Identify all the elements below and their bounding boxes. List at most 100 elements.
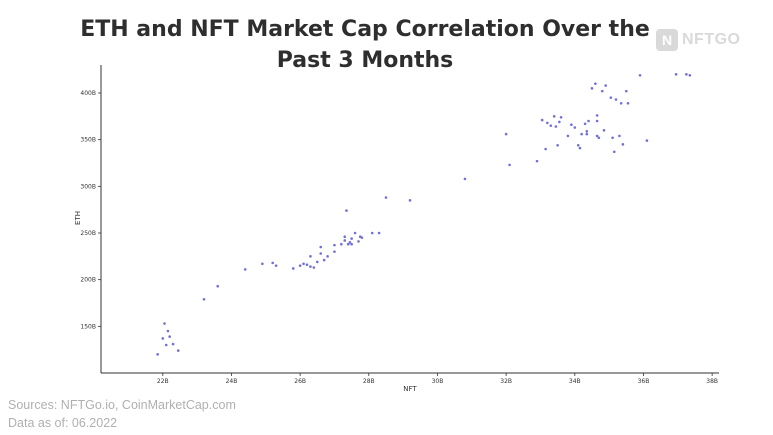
data-point: [384, 196, 388, 199]
data-point: [156, 353, 159, 356]
data-point: [604, 84, 607, 87]
x-tick-label: 30B: [432, 378, 444, 385]
data-point: [274, 264, 278, 267]
data-point: [319, 245, 323, 249]
data-point: [161, 337, 165, 340]
data-point: [357, 240, 360, 243]
x-tick-label: 32B: [500, 378, 512, 385]
data-point: [544, 147, 547, 151]
x-tick-label: 38B: [706, 378, 718, 385]
data-point: [261, 262, 264, 266]
data-point: [463, 177, 467, 181]
data-point: [625, 89, 628, 93]
y-tick-label: 150B: [80, 323, 96, 330]
data-point: [171, 342, 175, 346]
data-point: [408, 199, 412, 202]
data-point: [600, 89, 604, 93]
data-point: [595, 114, 599, 117]
data-point: [243, 268, 247, 271]
data-point: [298, 264, 302, 267]
data-point: [546, 121, 549, 125]
data-point: [611, 136, 614, 140]
data-point: [353, 231, 357, 235]
x-tick-label: 22B: [157, 378, 169, 385]
data-point: [377, 231, 381, 235]
data-point: [549, 124, 553, 127]
data-point: [348, 241, 352, 244]
data-point: [333, 243, 336, 247]
y-tick-label: 250B: [80, 230, 96, 237]
x-tick-label: 34B: [569, 378, 581, 385]
x-axis-label: NFT: [403, 385, 417, 393]
data-point: [602, 129, 606, 132]
data-point: [345, 209, 348, 212]
x-tick-label: 26B: [294, 378, 306, 385]
data-point: [688, 73, 692, 77]
data-point: [322, 258, 326, 262]
data-point: [580, 132, 583, 136]
data-point: [333, 250, 336, 253]
data-point: [590, 87, 594, 90]
data-point: [163, 322, 166, 325]
data-point: [626, 101, 630, 105]
data-point: [291, 267, 295, 270]
data-point: [570, 123, 573, 127]
x-tick-label: 24B: [226, 378, 238, 385]
data-point: [621, 143, 625, 146]
data-point: [552, 115, 556, 118]
data-point: [566, 134, 570, 138]
data-points: [156, 73, 692, 356]
nftgo-logo: N NFTGO: [656, 28, 741, 52]
data-point: [619, 101, 623, 105]
data-point: [360, 236, 364, 239]
data-point: [585, 129, 589, 133]
data-point: [316, 260, 319, 264]
data-point: [309, 255, 312, 258]
data-point: [638, 73, 642, 77]
data-point: [168, 335, 171, 338]
data-point: [202, 297, 206, 301]
data-point: [346, 242, 350, 246]
data-point: [540, 118, 544, 122]
nftgo-logo-text: NFTGO: [682, 31, 741, 48]
data-point: [343, 239, 347, 242]
data-point: [594, 82, 597, 85]
data-point: [573, 126, 577, 129]
data-point: [166, 329, 170, 333]
data-point: [508, 163, 511, 167]
data-point: [504, 132, 508, 136]
data-point: [312, 266, 316, 269]
data-point: [326, 255, 329, 258]
data-point: [370, 231, 374, 235]
data-point: [343, 235, 347, 239]
data-point: [350, 237, 353, 240]
data-point: [302, 262, 305, 266]
data-point: [176, 349, 180, 352]
data-point: [612, 150, 616, 154]
data-point: [309, 265, 312, 268]
data-point: [618, 134, 621, 138]
data-date-note: Data as of: 06.2022: [8, 416, 118, 430]
data-point: [609, 96, 613, 99]
sources-note: Sources: NFTGo.io, CoinMarketCap.com: [8, 398, 236, 412]
data-point: [216, 284, 220, 288]
data-point: [350, 242, 353, 246]
nftgo-logo-icon: N: [656, 29, 678, 51]
y-axis-label: ETH: [74, 211, 82, 225]
data-point: [578, 146, 582, 150]
y-tick-label: 400B: [80, 90, 96, 97]
data-point: [587, 119, 590, 123]
data-point: [319, 252, 323, 255]
data-point: [595, 134, 599, 138]
data-point: [585, 132, 589, 136]
data-point: [556, 143, 559, 147]
x-tick-label: 36B: [638, 378, 650, 385]
data-point: [535, 159, 539, 163]
chart-title: ETH and NFT Market Cap Correlation Over …: [80, 17, 650, 73]
y-tick-label: 200B: [80, 277, 96, 284]
data-point: [559, 115, 563, 119]
x-tick-label: 28B: [363, 378, 375, 385]
data-point: [597, 136, 601, 140]
tick-labels: 22B 24B 26B 28B 30B 32B 34B 36B 38B 150B 200B 250B 3…: [80, 90, 718, 385]
